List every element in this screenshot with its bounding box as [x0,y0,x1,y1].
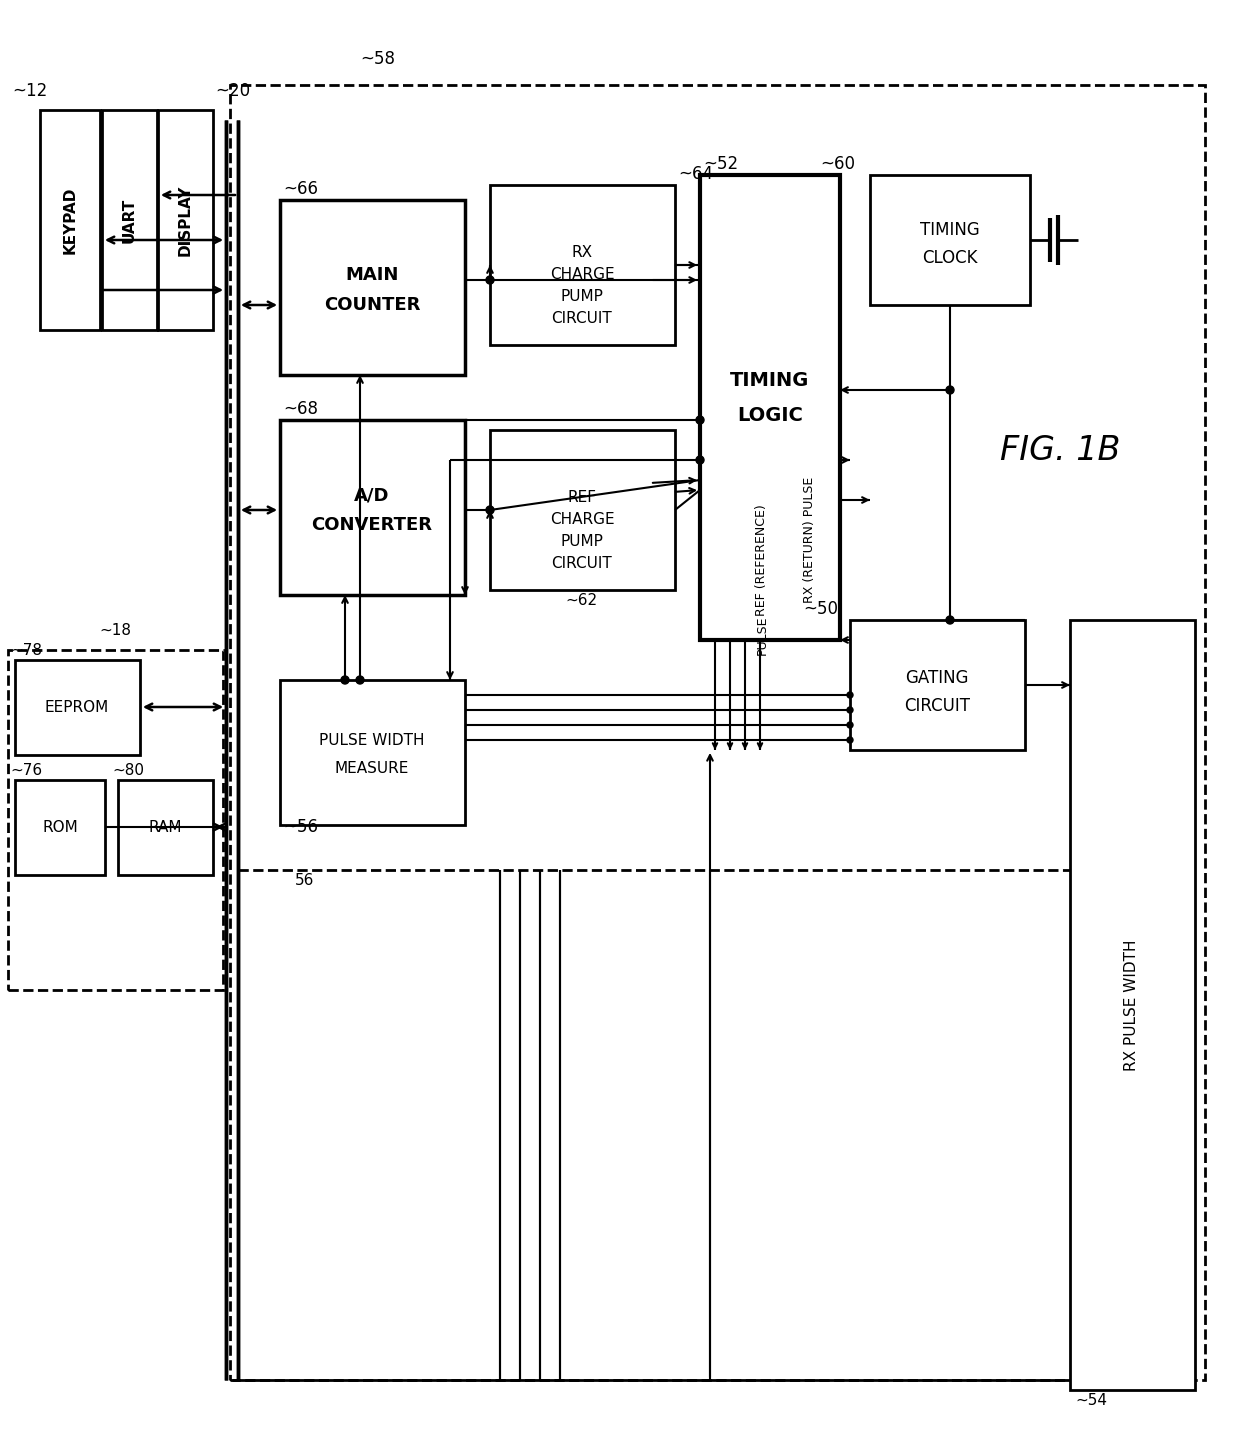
Text: PUMP: PUMP [560,533,604,549]
Text: ~68: ~68 [283,400,317,417]
Bar [849,620,1025,751]
Text: A/D: A/D [355,485,389,504]
Text: CIRCUIT: CIRCUIT [552,310,613,326]
Text: ~52: ~52 [703,155,738,172]
Text: ~78: ~78 [10,643,42,658]
Circle shape [486,506,494,514]
Text: LOGIC: LOGIC [737,406,804,425]
Circle shape [847,707,853,713]
Text: 56: 56 [295,872,315,888]
Text: ~12: ~12 [12,83,47,100]
Circle shape [847,693,853,698]
Text: ~60: ~60 [820,155,856,172]
Circle shape [696,416,704,425]
Text: RX PULSE WIDTH: RX PULSE WIDTH [1125,939,1140,1071]
Bar [229,85,1205,1379]
Bar [15,780,105,875]
Text: RX: RX [572,245,593,259]
Text: ROM: ROM [42,820,78,835]
Text: CIRCUIT: CIRCUIT [904,697,970,714]
Text: MAIN: MAIN [345,267,399,284]
Circle shape [946,385,954,394]
Text: ~56: ~56 [283,819,317,836]
Circle shape [847,738,853,743]
Circle shape [696,456,704,464]
Text: GATING: GATING [905,669,968,687]
Bar [280,680,465,824]
Text: ~54: ~54 [1075,1392,1107,1408]
Bar [701,175,839,640]
Text: ~64: ~64 [678,165,713,183]
Bar [870,175,1030,304]
Bar [40,110,100,330]
Text: ~20: ~20 [215,83,250,100]
Text: MEASURE: MEASURE [335,761,409,775]
Circle shape [341,677,348,684]
Bar [280,420,465,596]
Text: PULSE WIDTH: PULSE WIDTH [319,733,425,748]
Text: ~66: ~66 [283,180,317,199]
Text: DISPLAY: DISPLAY [177,184,192,255]
Circle shape [847,722,853,727]
Text: CHARGE: CHARGE [549,511,614,526]
Text: ~76: ~76 [10,764,42,778]
Text: KEYPAD: KEYPAD [62,187,78,254]
Bar [490,430,675,590]
Text: CIRCUIT: CIRCUIT [552,555,613,571]
Text: PUMP: PUMP [560,288,604,303]
Circle shape [486,275,494,284]
Bar [280,200,465,375]
Circle shape [946,616,954,625]
Text: REF: REF [568,490,596,504]
Text: TIMING: TIMING [730,371,810,390]
Text: FIG. 1B: FIG. 1B [999,433,1120,467]
Bar [118,780,213,875]
Text: ~50: ~50 [804,600,838,619]
Text: EEPROM: EEPROM [45,700,109,714]
Text: RX (RETURN) PULSE: RX (RETURN) PULSE [804,477,816,603]
Text: REF (REFERENCE): REF (REFERENCE) [755,504,769,616]
Bar [157,110,213,330]
Text: RAM: RAM [149,820,182,835]
Text: ~18: ~18 [99,623,131,638]
Bar [7,651,223,990]
Text: COUNTER: COUNTER [324,296,420,314]
Text: ~62: ~62 [565,593,598,609]
Text: UART: UART [122,197,136,242]
Bar [490,185,675,345]
Bar [1070,620,1195,1390]
Circle shape [356,677,365,684]
Text: CONVERTER: CONVERTER [311,516,433,535]
Text: CLOCK: CLOCK [923,249,978,267]
Bar [102,110,157,330]
Text: TIMING: TIMING [920,222,980,239]
Text: CHARGE: CHARGE [549,267,614,281]
Text: ~80: ~80 [112,764,144,778]
Bar [15,659,140,755]
Text: ~58: ~58 [360,51,396,68]
Text: PULSE: PULSE [755,616,769,655]
